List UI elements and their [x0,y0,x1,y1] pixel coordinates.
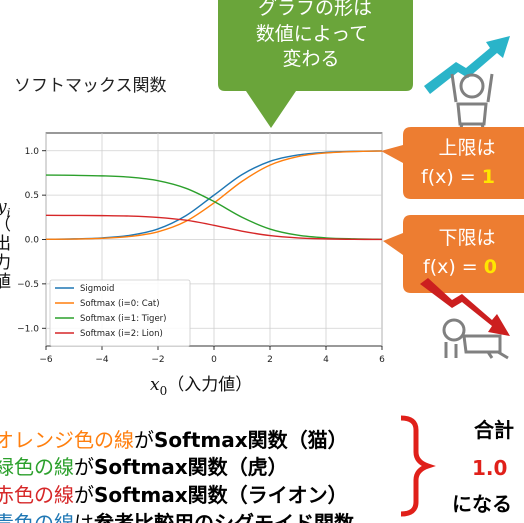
y-tick-label: 0.0 [25,236,40,246]
rising-arrow-icon [424,36,510,94]
series-lines [45,150,383,241]
callout-lower-line2: f(x) = 0 [423,256,497,278]
notes: オレンジ色の線がSoftmax関数（猫） 緑色の線がSoftmax関数（虎） 赤… [0,428,355,523]
falling-arrow-icon [420,278,510,336]
y-tick-label: 1.0 [25,147,40,157]
cheering-person-icon [450,73,494,141]
total-line1: 合計 [474,418,514,442]
callout-lower-bound: 下限は f(x) = 0 [383,215,524,293]
callout-upper-line1: 上限は [438,137,495,159]
x-tick-label: 4 [323,355,329,365]
y-tick-label: 0.5 [25,191,39,201]
callout-orange-lower [383,215,524,293]
callout-top-line1: グラフの形は [258,0,372,19]
total-value: 1.0 [472,456,507,480]
total-line3: になる [452,492,512,516]
legend-entry: Softmax (i=2: Lion) [80,329,163,339]
legend: Sigmoid Softmax (i=0: Cat) Softmax (i=1: T… [49,279,191,347]
callout-top-line2: 数値によって [256,23,368,45]
note-cat: オレンジ色の線がSoftmax関数（猫） [0,428,348,452]
note-tiger: 緑色の線がSoftmax関数（虎） [0,455,288,479]
plot-area: −6 −4 −2 0 2 4 6 1.0 0.5 0.0 −0.5 −1.0 Sigmoid Softm… [17,132,385,365]
y-axis-label: yi （出力値） [0,197,11,311]
crawling-person-icon [442,318,509,360]
x-tick-label: 0 [211,355,217,365]
callout-shape-changes: グラフの形は 数値によって 変わる [218,0,413,128]
legend-entry: Softmax (i=1: Tiger) [80,314,167,324]
x-tick-label: −2 [151,355,164,365]
total-note: 合計 1.0 になる [452,418,514,516]
softmax-lion-line [45,214,383,241]
legend-box [49,279,191,347]
chart-title: ソフトマックス関数 [14,76,167,96]
softmax-cat-line [45,150,383,241]
callout-orange-upper [381,127,524,199]
curly-brace [400,415,436,517]
x-tick-label: 6 [379,355,385,365]
callout-upper-line2: f(x) = 1 [421,166,495,188]
note-sigmoid: 青色の線は参考比較用のシグモイド関数 [0,511,355,523]
y-axis-label-text: （出力値） [0,215,11,311]
legend-entry: Softmax (i=0: Cat) [80,299,160,309]
x-axis-label: x0（入力値） [150,375,252,398]
y-tick-label: −0.5 [17,280,39,290]
x-tick-label: −6 [39,355,53,365]
softmax-tiger-line [45,174,383,241]
callout-top-line3: 変わる [282,48,339,70]
lower-bound-value: 0 [484,256,497,278]
legend-entry: Sigmoid [80,284,114,294]
x-tick-label: −4 [95,355,109,365]
upper-bound-value: 1 [482,166,495,188]
y-axis-label-var: yi [0,197,11,220]
callout-upper-bound: 上限は f(x) = 1 [381,127,524,199]
x-tick-label: 2 [267,355,273,365]
callout-green-bubble [218,0,413,128]
callout-lower-line1: 下限は [438,227,495,249]
note-lion: 赤色の線がSoftmax関数（ライオン） [0,483,348,507]
axis-ticks: −6 −4 −2 0 2 4 6 1.0 0.5 0.0 −0.5 −1.0 [17,147,385,365]
y-tick-label: −1.0 [17,324,39,334]
